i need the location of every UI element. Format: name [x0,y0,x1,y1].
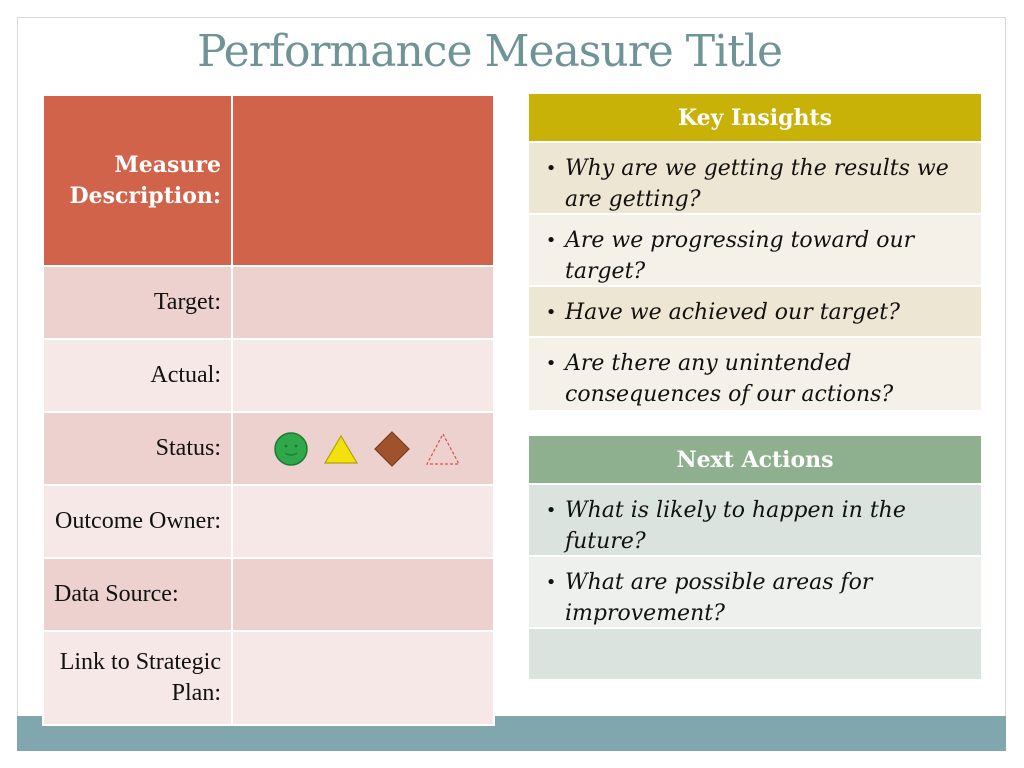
bullet-icon: • [545,572,557,593]
yellow-triangle-icon [323,434,359,464]
brown-diamond-icon [374,430,410,467]
target-label: Target: [42,265,233,340]
next-action-text: What are possible areas for improvement? [565,570,873,626]
key-insights-header: Key Insights [529,94,981,143]
outcome-owner-value[interactable] [231,484,495,559]
table-row-target: Target: [42,265,495,340]
insight-item[interactable]: • Are there any unintended consequences … [529,338,981,410]
next-actions-panel: Next Actions • What is likely to happen … [529,436,981,679]
bullet-icon: • [545,353,557,374]
status-label: Status: [42,411,233,486]
data-source-label: Data Source: [42,557,233,632]
next-action-text: What is likely to happen in the future? [565,498,906,554]
measure-description-label: Measure Description: [42,94,233,267]
next-action-item[interactable]: • What is likely to happen in the future… [529,485,981,557]
insight-item[interactable]: • Are we progressing toward our target? [529,215,981,287]
actual-value[interactable] [231,338,495,413]
status-icon-group [243,430,483,468]
insight-text: Why are we getting the results we are ge… [565,156,949,212]
insight-item[interactable]: • Have we achieved our target? [529,287,981,338]
red-dashed-triangle-icon [426,432,460,465]
status-value[interactable] [231,411,495,486]
table-row-outcome-owner: Outcome Owner: [42,484,495,559]
bullet-icon: • [545,158,557,179]
table-row-actual: Actual: [42,338,495,413]
next-action-item-empty[interactable] [529,629,981,679]
insight-text: Have we achieved our target? [565,300,900,325]
table-row-status: Status: [42,411,495,486]
bullet-icon: • [545,230,557,251]
insight-item[interactable]: • Why are we getting the results we are … [529,143,981,215]
table-row-data-source: Data Source: [42,557,495,632]
green-smiley-circle-icon [274,431,308,466]
data-source-value[interactable] [231,557,495,632]
table-row-measure-description: Measure Description: [42,94,495,267]
next-actions-header: Next Actions [529,436,981,485]
bullet-icon: • [545,302,557,323]
table-row-link-to-strategic-plan: Link to Strategic Plan: [42,630,495,726]
insight-text: Are there any unintended consequences of… [565,351,894,407]
next-action-item[interactable]: • What are possible areas for improvemen… [529,557,981,629]
bullet-icon: • [545,500,557,521]
outcome-owner-label: Outcome Owner: [42,484,233,559]
link-to-strategic-plan-label: Link to Strategic Plan: [42,630,233,726]
insight-text: Are we progressing toward our target? [565,228,915,284]
link-to-strategic-plan-value[interactable] [231,630,495,726]
target-value[interactable] [231,265,495,340]
measure-table: Measure Description: Target: Actual: Sta… [42,94,495,726]
measure-description-value[interactable] [231,94,495,267]
actual-label: Actual: [42,338,233,413]
key-insights-panel: Key Insights • Why are we getting the re… [529,94,981,410]
slide-title: Performance Measure Title [197,26,783,77]
